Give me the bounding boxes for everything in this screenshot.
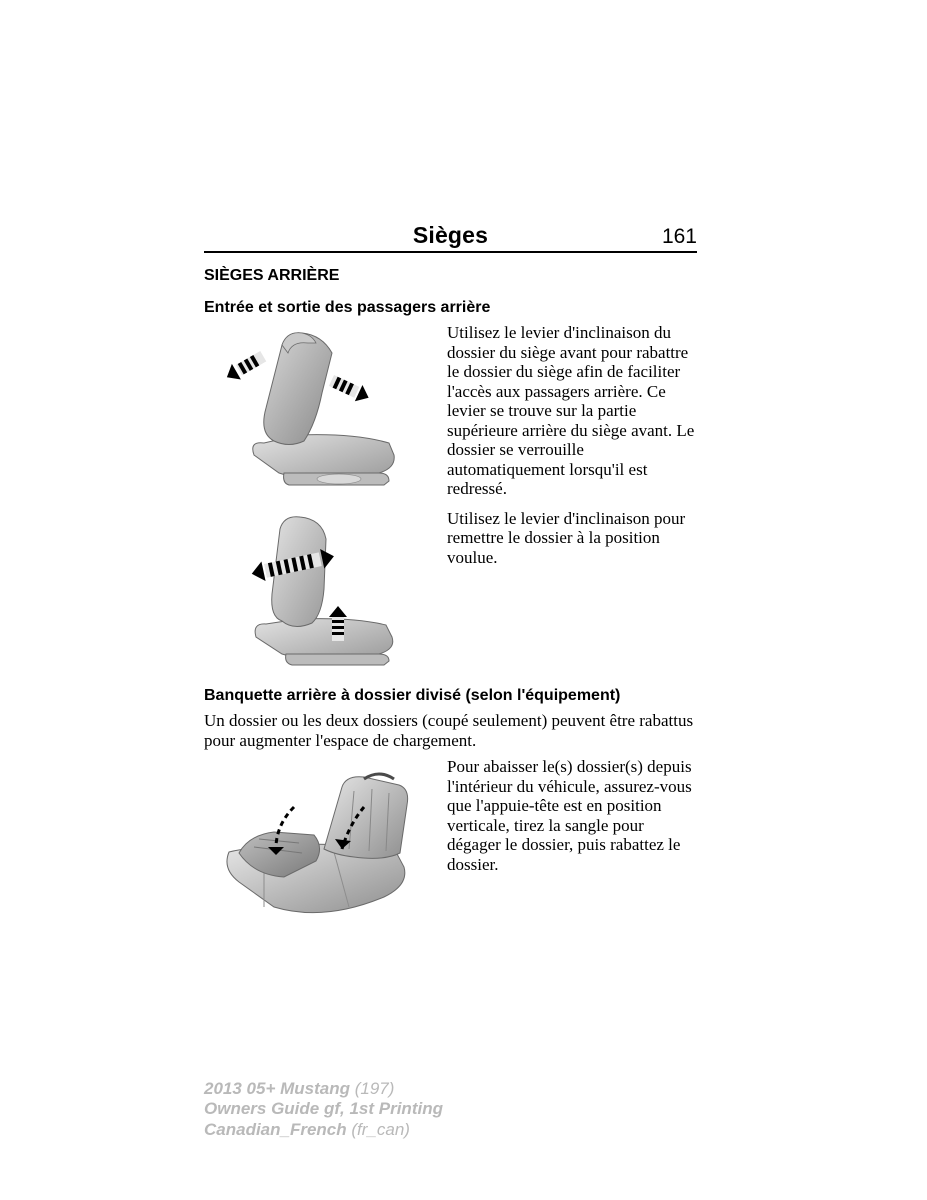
figure-row-2: Utilisez le levier d'inclinaison pour re… — [204, 509, 697, 669]
page-title: Sièges — [264, 222, 637, 249]
para-seat-return: Utilisez le levier d'inclinaison pour re… — [447, 509, 697, 568]
footer-metadata: 2013 05+ Mustang (197) Owners Guide gf, … — [204, 1079, 443, 1140]
figure-bench-fold — [204, 757, 429, 922]
running-head: Sièges 161 — [204, 222, 697, 253]
figure-seat-fold — [204, 323, 429, 493]
para-split-intro: Un dossier ou les deux dossiers (coupé s… — [204, 711, 697, 751]
footer-model-code: (197) — [350, 1079, 394, 1098]
page: Sièges 161 SIÈGES ARRIÈRE Entrée et sort… — [0, 0, 927, 1200]
seat-fold-icon — [204, 323, 429, 493]
para-seat-fold: Utilisez le levier d'inclinaison du doss… — [447, 323, 697, 499]
footer-locale: Canadian_French — [204, 1120, 347, 1139]
subheading-entry-exit: Entrée et sortie des passagers arrière — [204, 299, 697, 317]
footer-model: 2013 05+ Mustang — [204, 1079, 350, 1098]
footer-guide: Owners Guide gf, 1st Printing — [204, 1099, 443, 1118]
figure-seat-return — [204, 509, 429, 669]
footer-line-3: Canadian_French (fr_can) — [204, 1120, 443, 1140]
footer-locale-code: (fr_can) — [347, 1120, 410, 1139]
figure-row-3: Pour abaisser le(s) dossier(s) depuis l'… — [204, 757, 697, 922]
page-number: 161 — [637, 225, 697, 249]
section-heading-rear-seats: SIÈGES ARRIÈRE — [204, 267, 697, 285]
seat-return-icon — [204, 509, 429, 669]
para-bench-fold: Pour abaisser le(s) dossier(s) depuis l'… — [447, 757, 697, 874]
footer-line-2: Owners Guide gf, 1st Printing — [204, 1099, 443, 1119]
footer-line-1: 2013 05+ Mustang (197) — [204, 1079, 443, 1099]
subheading-split-bench: Banquette arrière à dossier divisé (selo… — [204, 687, 697, 705]
bench-fold-icon — [204, 757, 429, 922]
figure-row-1: Utilisez le levier d'inclinaison du doss… — [204, 323, 697, 499]
